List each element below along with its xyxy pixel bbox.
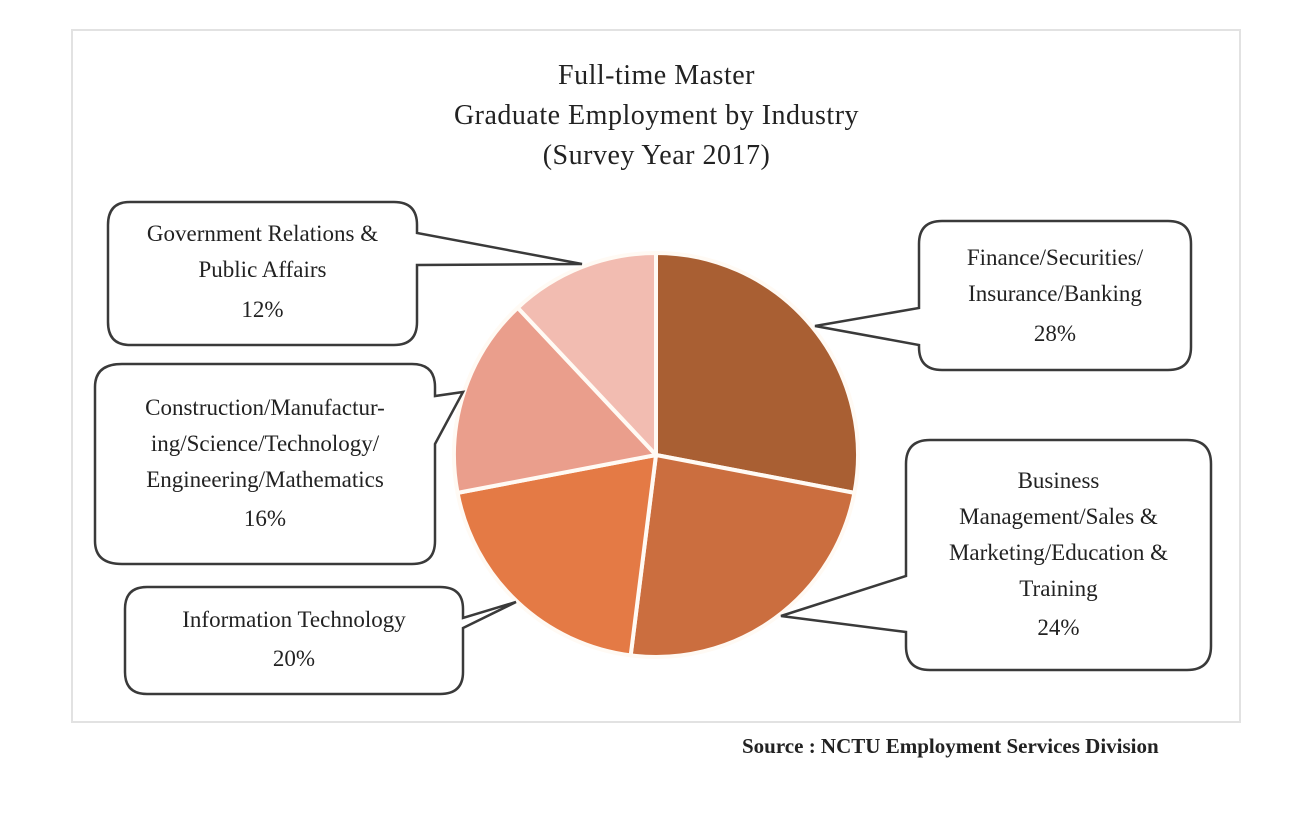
- construction-pct: 16%: [243, 506, 287, 531]
- government-pct: 12%: [241, 297, 284, 322]
- business-line-1: Business: [1017, 468, 1100, 493]
- finance-pct: 28%: [1033, 321, 1077, 346]
- title-line-1: Full-time Master: [558, 60, 755, 91]
- construction-line-3: Engineering/Mathematics: [146, 467, 384, 492]
- pie-slice-business: [628, 453, 857, 659]
- pie-slice-finance: [654, 251, 860, 495]
- construction-line-1: Construction/Manufactur-: [145, 395, 385, 420]
- callout-construction-label: Construction/Manufactur- ing/Science/Tec…: [95, 390, 435, 540]
- construction-line-2: ing/Science/Technology/: [150, 431, 380, 456]
- callout-business-box: [780, 438, 1213, 672]
- government-line-1: Government Relations &: [146, 221, 379, 246]
- callout-finance-box: [814, 219, 1193, 372]
- callout-finance-label: Finance/Securities/ Insurance/Banking 28…: [919, 240, 1191, 356]
- callout-construction-box: [93, 362, 466, 566]
- it-line-1: Information Technology: [182, 607, 406, 632]
- business-line-2: Management/Sales &: [959, 504, 1158, 529]
- finance-line-1: Finance/Securities/: [966, 245, 1144, 270]
- chart-title: Full-time Master Graduate Employment by …: [0, 56, 1289, 176]
- business-line-4: Training: [1019, 576, 1098, 601]
- pie-slice-it: [455, 453, 658, 658]
- pie-slice-government: [515, 251, 658, 457]
- callout-it-box: [123, 585, 517, 696]
- business-line-3: Marketing/Education &: [948, 540, 1169, 565]
- finance-line-2: Insurance/Banking: [968, 281, 1142, 306]
- callout-government-label: Government Relations & Public Affairs 12…: [108, 216, 417, 332]
- callout-it-label: Information Technology 20%: [125, 602, 463, 680]
- government-line-2: Public Affairs: [198, 257, 327, 282]
- pie-slices: [452, 251, 860, 659]
- title-line-3: (Survey Year 2017): [542, 140, 771, 171]
- business-pct: 24%: [1037, 615, 1080, 640]
- source-note: Source : NCTU Employment Services Divisi…: [742, 734, 1159, 758]
- callout-business-label: Business Management/Sales & Marketing/Ed…: [906, 463, 1211, 649]
- callout-government-box: [106, 200, 583, 347]
- it-pct: 20%: [272, 646, 316, 671]
- title-line-2: Graduate Employment by Industry: [453, 100, 860, 131]
